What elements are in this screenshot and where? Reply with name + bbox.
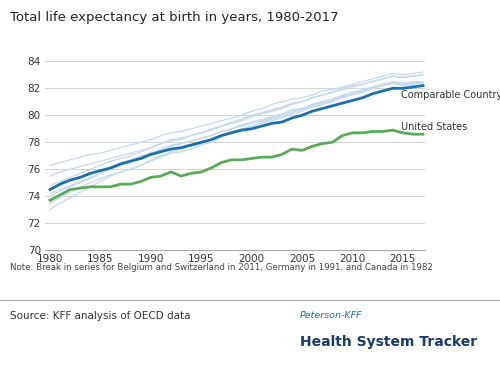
Text: United States: United States [401,123,467,132]
Text: Source: KFF analysis of OECD data: Source: KFF analysis of OECD data [10,311,190,321]
Text: Peterson-KFF: Peterson-KFF [300,311,362,320]
Text: Comparable Country Average: Comparable Country Average [401,90,500,100]
Text: Health System Tracker: Health System Tracker [300,335,477,349]
Text: Note: Break in series for Belgium and Switzerland in 2011, Germany in 1991, and : Note: Break in series for Belgium and Sw… [10,263,433,272]
Text: Total life expectancy at birth in years, 1980-2017: Total life expectancy at birth in years,… [10,11,338,24]
